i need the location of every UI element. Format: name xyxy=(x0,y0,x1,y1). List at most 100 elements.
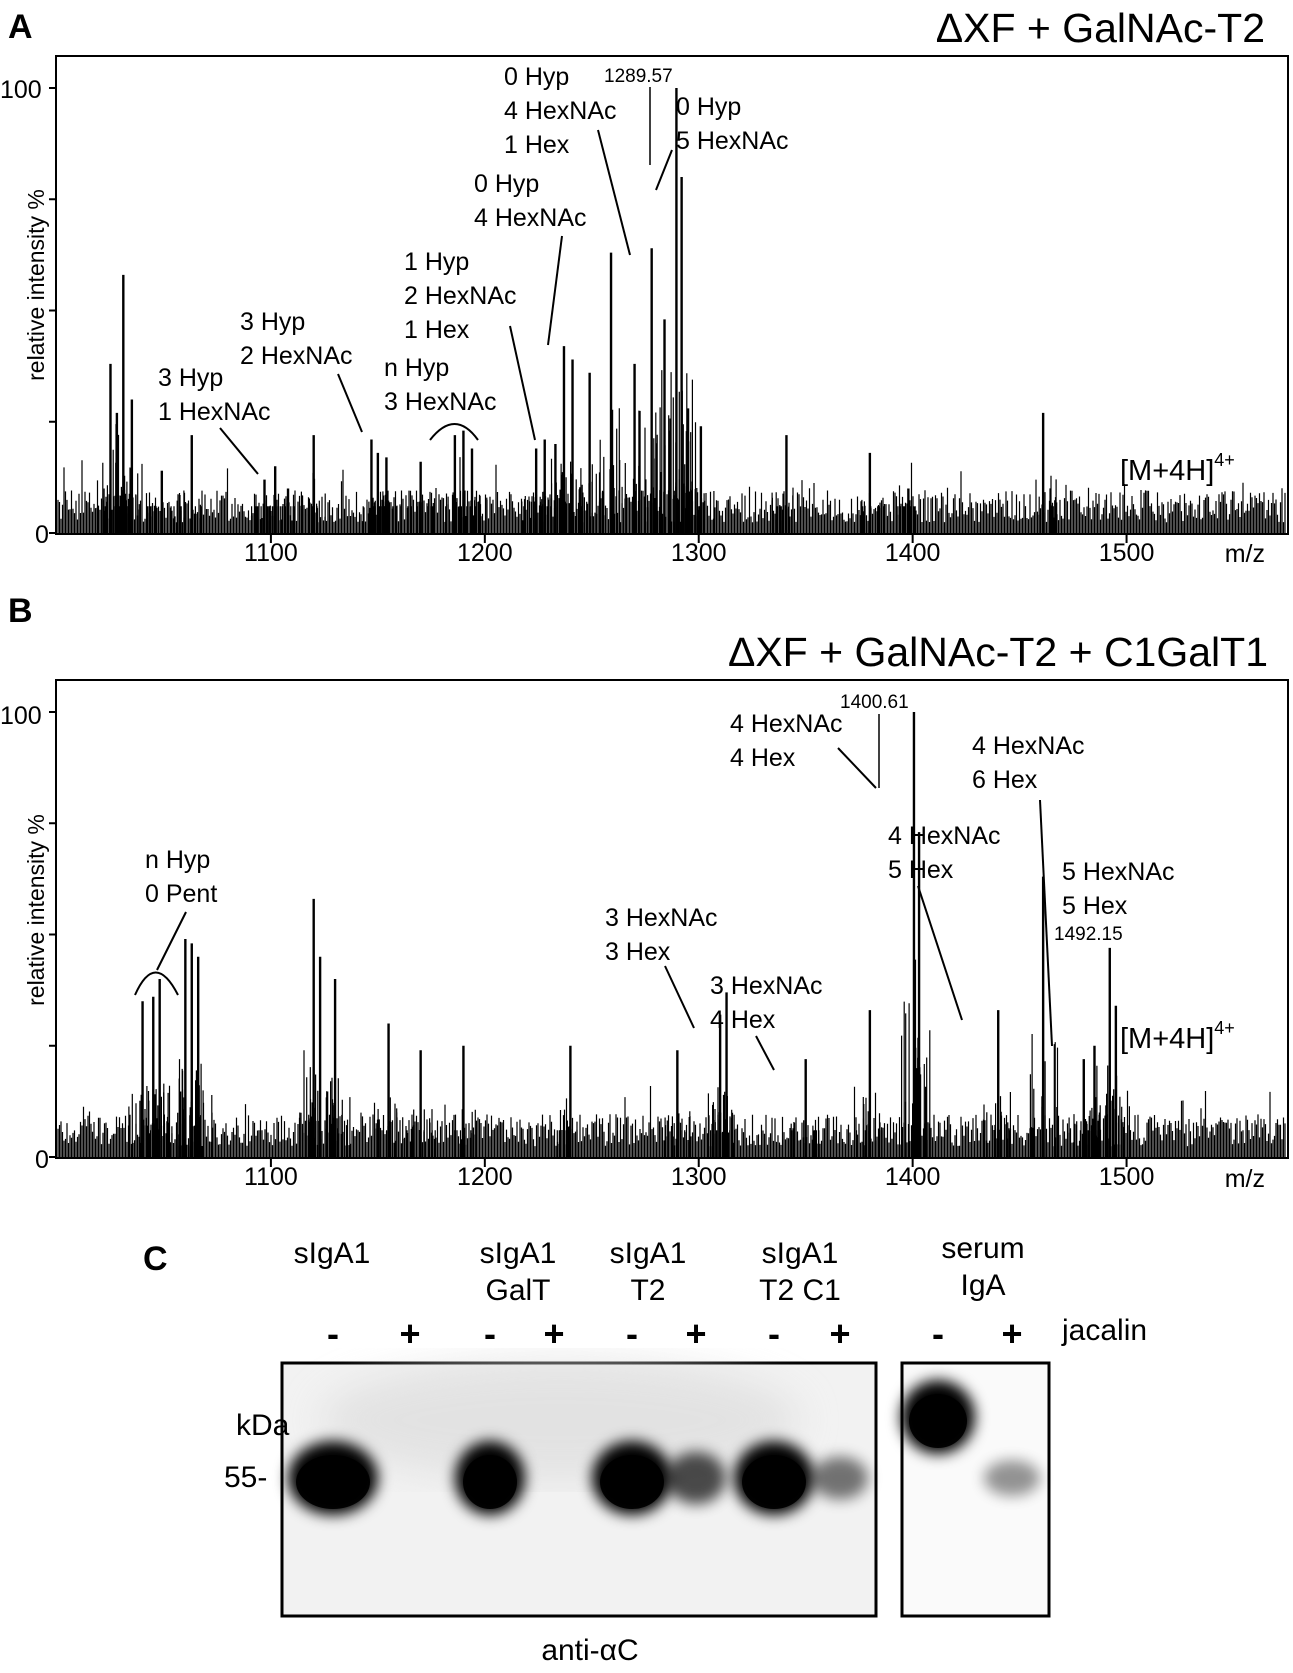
lane-header-3-line2: T2 xyxy=(630,1274,665,1307)
annotation-a-2-leader xyxy=(337,373,363,433)
annotation-b-6-leader xyxy=(1039,799,1053,1047)
sign-lane-7: - xyxy=(768,1313,780,1354)
panel-b-title: ΔXF + GalNAc-T2 + C1GalT1 xyxy=(728,629,1268,675)
panel-a-ion-charge: 4+ xyxy=(1214,450,1235,470)
panel-b-peak-cluster xyxy=(375,1097,404,1157)
lane-header-4-line2: T2 C1 xyxy=(759,1274,841,1307)
panel-a-peak-cluster xyxy=(771,492,794,533)
annotation-b-5-line1: 4 HexNAc xyxy=(888,822,1001,850)
panel-b-peak-cluster xyxy=(664,1111,691,1157)
panel-a-ion-text: [M+4H] xyxy=(1120,455,1214,487)
panel-a-xtick-label: 1300 xyxy=(671,539,727,567)
panel-c-letter: C xyxy=(143,1240,168,1278)
annotation-a-2-line1: 3 Hyp xyxy=(240,308,305,336)
panel-a-frame xyxy=(55,55,1289,535)
blot-band-lane-8 xyxy=(812,1456,868,1500)
peak-label-a-1289: 1289.57 xyxy=(604,66,673,87)
sign-lane-4: + xyxy=(543,1313,564,1354)
annotation-a-6-leader xyxy=(597,129,631,256)
annotation-a-6-line3: 1 Hex xyxy=(504,131,570,159)
annotation-b-7-line2: 5 Hex xyxy=(1062,892,1128,920)
panel-b-xtick-label: 1300 xyxy=(671,1163,727,1191)
panel-a-peak-cluster xyxy=(176,490,202,533)
panel-b-xtick-label: 1200 xyxy=(457,1163,513,1191)
panel-a-xtick-label: 1100 xyxy=(244,539,298,567)
annotation-b-5-leader xyxy=(917,885,963,1021)
panel-a-xtick-label: 1400 xyxy=(885,539,941,567)
kda-label: kDa xyxy=(236,1409,290,1442)
panel-a-x-ticks: 1100 1200 1300 1400 1500 xyxy=(49,87,1154,567)
panel-a-letter: A xyxy=(8,8,33,46)
annotation-b-7-line1: 5 HexNAc xyxy=(1062,858,1175,886)
annotation-a-6-line2: 4 HexNAc xyxy=(504,97,617,125)
panel-b-peak-cluster xyxy=(556,1109,578,1157)
blot-band-lane-10 xyxy=(984,1460,1040,1496)
annotation-b-2-leader xyxy=(664,965,695,1029)
sign-lane-2: + xyxy=(399,1313,420,1354)
panel-b-xlabel: m/z xyxy=(1225,1165,1265,1193)
blot-band-core-lane-3 xyxy=(463,1455,517,1509)
lane-header-4-line1: sIgA1 xyxy=(762,1237,839,1270)
panel-a-peak-cluster xyxy=(575,464,604,533)
panel-a-ion-label: [M+4H]4+ xyxy=(1120,450,1235,487)
panel-b-frame xyxy=(55,679,1289,1159)
panel-a-xlabel: m/z xyxy=(1225,540,1265,568)
sign-lane-8: + xyxy=(829,1313,850,1354)
annotation-b-4-leader xyxy=(837,747,877,789)
annotation-a-3-line2: 3 HexNAc xyxy=(384,388,497,416)
sign-lane-1: - xyxy=(327,1313,339,1354)
annotation-a-1-line1: 3 Hyp xyxy=(158,364,223,392)
blot-bands xyxy=(288,1380,1040,1515)
lane-header-5-line1: serum xyxy=(941,1232,1024,1265)
annotation-b-3-line2: 4 Hex xyxy=(710,1006,776,1034)
annotation-a-6-line1: 0 Hyp xyxy=(504,63,569,91)
panel-b: B ΔXF + GalNAc-T2 + C1GalT1 relative int… xyxy=(0,592,1289,1193)
annotation-b-1-bracket xyxy=(134,971,179,996)
panel-a: A ΔXF + GalNAc-T2 relative intensity % 1… xyxy=(0,5,1289,568)
annotation-a-4-line3: 1 Hex xyxy=(404,316,470,344)
panel-a-ytick-100: 100 xyxy=(0,76,42,104)
annotation-a-7-line2: 5 HexNAc xyxy=(676,127,789,155)
panel-a-peak-cluster xyxy=(300,491,326,533)
panel-b-ylabel: relative intensity % xyxy=(23,814,49,1006)
annotation-b-1-line1: n Hyp xyxy=(145,846,210,874)
annotation-a-5-leader xyxy=(547,235,563,346)
annotation-a-1-leader xyxy=(219,427,259,475)
panel-b-letter: B xyxy=(8,592,33,630)
annotation-b-3-line1: 3 HexNAc xyxy=(710,972,823,1000)
panel-c: C sIgA1 sIgA1 GalT sIgA1 T2 sIgA1 T2 C1 … xyxy=(143,1232,1147,1667)
sign-lane-5: - xyxy=(626,1313,638,1354)
annotation-b-5-line2: 5 Hex xyxy=(888,856,954,884)
panel-b-spectrum xyxy=(57,712,1286,1157)
panel-b-ytick-0: 0 xyxy=(35,1146,49,1174)
annotation-b-6-line1: 4 HexNAc xyxy=(972,732,1085,760)
sign-lane-3: - xyxy=(484,1313,496,1354)
annotation-b-4-line2: 4 Hex xyxy=(730,744,796,772)
panel-b-xtick-label: 1400 xyxy=(885,1163,941,1191)
antibody-label: anti-αC xyxy=(541,1634,638,1667)
annotation-a-4-line2: 2 HexNAc xyxy=(404,282,517,310)
marker-55: 55- xyxy=(224,1461,267,1494)
peak-label-b-1492: 1492.15 xyxy=(1054,924,1123,945)
panel-a-peak-cluster xyxy=(146,505,175,533)
treatment-label: jacalin xyxy=(1061,1314,1147,1347)
annotation-a-5-line2: 4 HexNAc xyxy=(474,204,587,232)
blot-band-core-lane-9 xyxy=(909,1394,967,1448)
panel-a-peak-cluster xyxy=(407,501,435,533)
panel-a-title: ΔXF + GalNAc-T2 xyxy=(936,5,1265,51)
panel-b-ion-label: [M+4H]4+ xyxy=(1120,1018,1235,1055)
blot-membrane-main xyxy=(280,1360,878,1618)
lane-header-2-line2: GalT xyxy=(485,1274,550,1307)
lane-header-5-line2: IgA xyxy=(960,1269,1005,1302)
annotation-a-7-line1: 0 Hyp xyxy=(676,93,741,121)
annotation-b-3-leader xyxy=(755,1035,775,1071)
panel-a-ytick-0: 0 xyxy=(35,521,49,549)
sign-lane-6: + xyxy=(685,1313,706,1354)
annotation-b-4-line1: 4 HexNAc xyxy=(730,710,843,738)
annotation-a-2-line2: 2 HexNAc xyxy=(240,342,353,370)
panel-a-peak-cluster xyxy=(1038,479,1058,533)
panel-a-xtick-label: 1200 xyxy=(457,539,513,567)
annotation-b-6-line2: 6 Hex xyxy=(972,766,1038,794)
panel-a-peak-cluster xyxy=(251,506,275,533)
blot-band-lane-6 xyxy=(666,1451,726,1505)
